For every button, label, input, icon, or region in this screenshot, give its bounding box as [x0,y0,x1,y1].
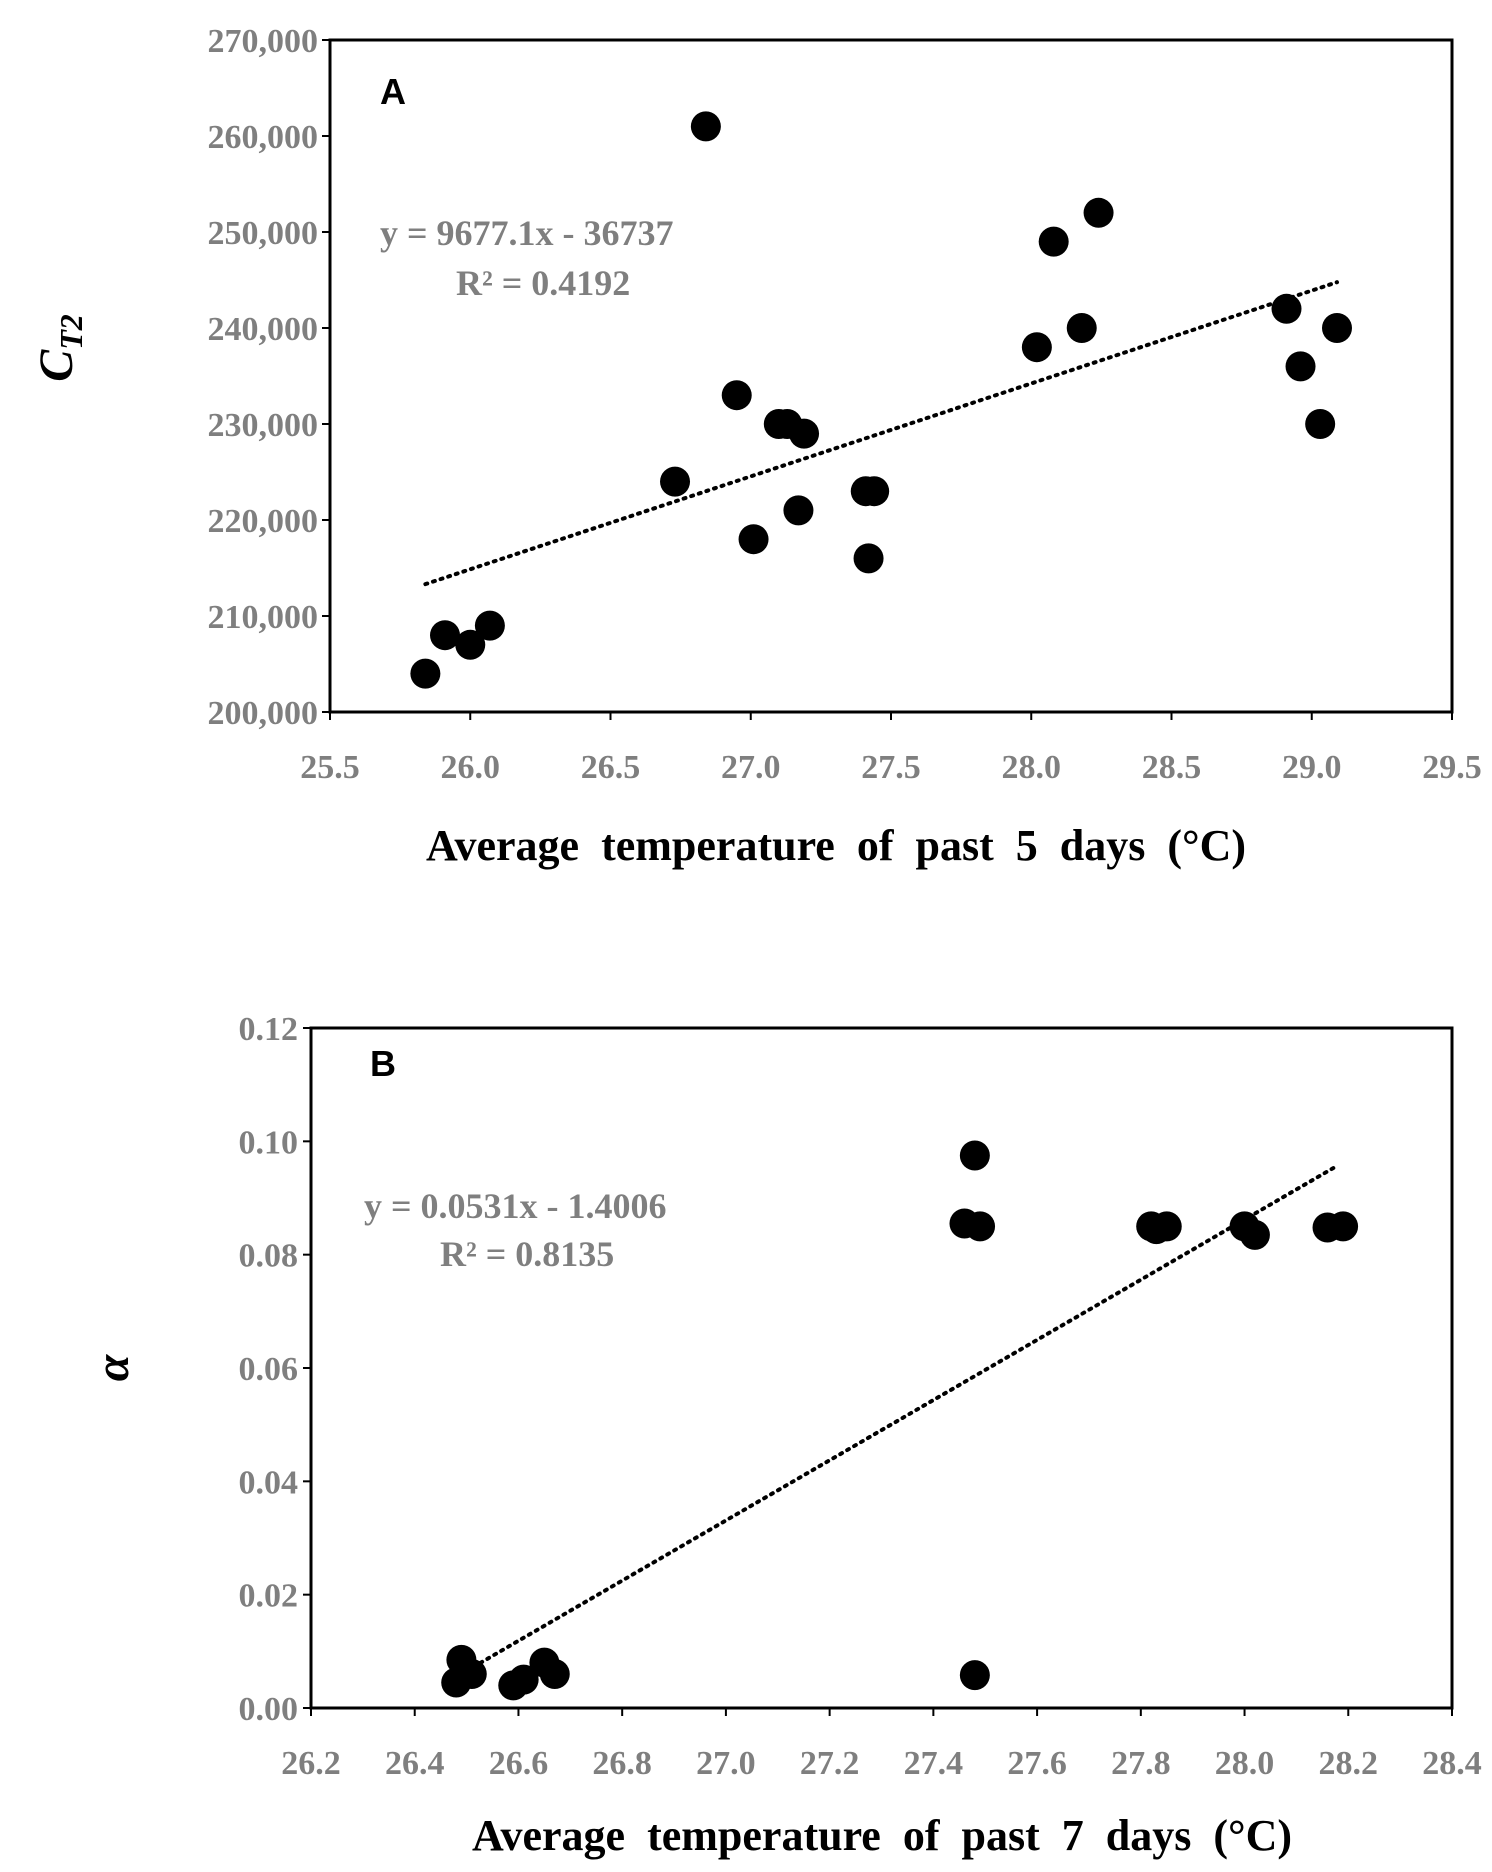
panel-b-y-tick-label: 0.04 [239,1464,299,1501]
panel-b-y-axis-title: α [86,1353,139,1381]
panel-b-x-tick-label: 26.2 [281,1745,341,1782]
panel-a-chart: 25.5 26.0 26.5 27.0 27.5 28.0 28.5 29.0 29.5 200,… [30,23,1482,870]
panel-a-y-tick-label: 210,000 [208,599,319,636]
panel-a-x-tick-label: 29.0 [1282,749,1342,786]
panel-a-y-tick-label: 240,000 [208,311,319,348]
panel-a-data-point [783,495,814,526]
panel-b-x-tick-label: 26.8 [592,1745,652,1782]
panel-b-x-tick-label: 28.4 [1422,1745,1482,1782]
panel-a-plot-frame [328,38,1454,714]
panel-b-chart: 26.2 26.4 26.6 26.8 27.0 27.2 27.4 27.6 27.8 28.0… [86,1011,1482,1860]
panel-a-y-axis-title-main: C [30,349,83,382]
panel-a-data-point [1066,313,1097,343]
panel-b-x-tick-label: 28.0 [1215,1745,1275,1782]
panel-a-y-tick-label: 260,000 [208,119,319,156]
panel-a-data-point [789,418,820,449]
panel-a-x-tick-label: 26.0 [441,749,501,786]
panel-b-y-tick-label: 0.00 [239,1691,299,1728]
panel-a-y-axis-title-sub: T2 [53,314,89,350]
panel-a-data-point [859,476,890,507]
panel-a-data-point [1021,332,1052,363]
panel-b-label: B [370,1043,396,1084]
panel-b-data-point [508,1664,539,1695]
panel-b-x-tick-label: 27.0 [696,1745,756,1782]
panel-b-data-point [959,1660,990,1691]
panel-a-trendline [423,280,1339,587]
panel-b-plot-frame [309,1026,1454,1710]
panel-a-y-tick-label: 250,000 [208,215,319,252]
panel-b-equation: y = 0.0531x - 1.4006 [364,1186,667,1226]
panel-b-data-point [456,1659,487,1689]
panel-a-data-point [690,111,721,142]
panel-b-x-tick-label: 27.8 [1111,1745,1171,1782]
panel-a-data-point [474,610,505,641]
panel-b-r-squared: R² = 0.8135 [440,1234,614,1274]
panel-a-data-point [1321,313,1352,343]
panel-a-y-tick-label: 270,000 [208,23,319,60]
panel-a-label: A [380,71,406,112]
panel-b-data-point [539,1659,570,1689]
panel-a-data-point [660,466,691,497]
panel-a-y-axis-title: CT2 [30,314,89,382]
panel-b-data-point [965,1211,996,1242]
panel-a-x-tick-label: 27.0 [721,749,781,786]
panel-a-data-point [1285,351,1316,382]
panel-b-x-tick-label: 26.4 [385,1745,445,1782]
panel-a-y-tick-label: 200,000 [208,695,319,732]
panel-b-data-point [1151,1211,1182,1242]
panel-b-y-tick-label: 0.12 [239,1011,299,1048]
panel-a-y-tick-label: 230,000 [208,407,319,444]
panel-b-x-axis-title: Average temperature of past 7 days (°C) [472,1811,1292,1860]
panel-b-x-tick-label: 27.2 [800,1745,860,1782]
panel-a-data-point [430,620,461,651]
panel-a-x-tick-label: 27.5 [861,749,921,786]
panel-b-x-tick-label: 26.6 [489,1745,549,1782]
panel-a-x-tick-label: 28.5 [1142,749,1202,786]
panel-b-data-point [1328,1211,1359,1242]
panel-a-data-point [1083,197,1114,228]
panel-a-x-tick-label: 26.5 [581,749,641,786]
panel-a-data-point [1305,409,1336,439]
panel-a-y-tick-label: 220,000 [208,503,319,540]
panel-a-data-point [1038,226,1069,257]
panel-a-equation: y = 9677.1x - 36737 [380,213,674,253]
panel-a-data-point [853,543,884,574]
panel-b-trendline [464,1163,1340,1673]
panel-a-r-squared: R² = 0.4192 [456,263,630,303]
panel-b-x-tick-label: 27.6 [1007,1745,1067,1782]
panel-a-data-point [721,380,752,411]
panel-a-x-tick-label: 29.5 [1422,749,1482,786]
panel-b-y-tick-label: 0.02 [239,1578,299,1615]
panel-a-data-point [410,658,441,689]
panel-b-x-tick-label: 27.4 [904,1745,964,1782]
panel-b-y-tick-label: 0.06 [239,1351,299,1388]
panel-a-data-point [455,629,486,660]
panel-b-x-tick-label: 28.2 [1319,1745,1379,1782]
panel-a-x-tick-label: 28.0 [1002,749,1062,786]
panel-a-x-tick-label: 25.5 [300,749,360,786]
panel-b-y-tick-label: 0.10 [239,1124,299,1161]
panel-b-y-tick-label: 0.08 [239,1238,299,1275]
panel-b-data-point [959,1140,990,1171]
panel-a-data-point [738,524,769,555]
panel-b-data-point [1239,1219,1270,1250]
panel-a-x-axis-title: Average temperature of past 5 days (°C) [426,821,1246,870]
panel-a-data-point [1271,293,1302,324]
